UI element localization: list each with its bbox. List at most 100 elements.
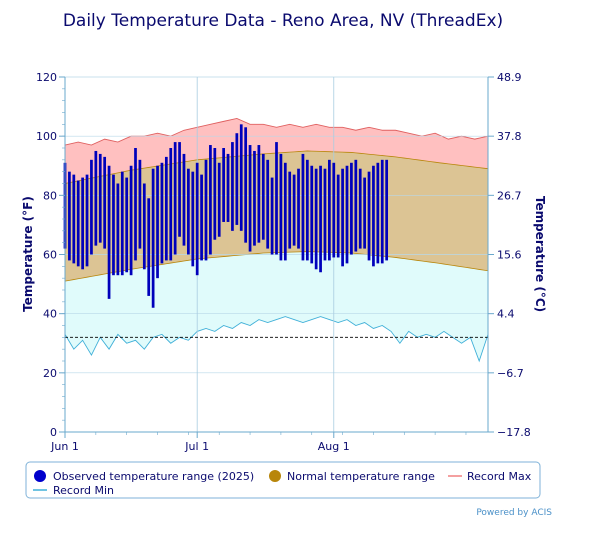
observed-bar-day-48 xyxy=(270,177,274,255)
y-tick-label-left: 20 xyxy=(43,367,57,380)
observed-bar-day-52 xyxy=(288,171,292,249)
observed-bar-day-2 xyxy=(68,171,71,261)
x-tick-label: Jun 1 xyxy=(50,440,79,453)
y-tick-label-right: 26.7 xyxy=(497,189,522,202)
observed-bar-day-42 xyxy=(244,127,248,243)
observed-bar-day-3 xyxy=(72,174,76,264)
observed-bar-day-20 xyxy=(147,198,151,296)
observed-bar-day-12 xyxy=(112,174,115,276)
observed-bar-day-27 xyxy=(178,142,181,237)
observed-bar-day-70 xyxy=(367,171,371,261)
observed-bar-day-37 xyxy=(222,148,225,222)
y-tick-label-right: 4.4 xyxy=(497,308,515,321)
observed-bar-day-54 xyxy=(297,168,300,249)
observed-bar-day-39 xyxy=(231,142,234,231)
observed-bar-day-38 xyxy=(226,153,230,222)
x-tick-label: Aug 1 xyxy=(318,440,350,453)
observed-bar-day-69 xyxy=(363,177,366,249)
y-tick-label-right: −6.7 xyxy=(497,367,524,380)
observed-bar-day-31 xyxy=(195,162,199,276)
legend-observed-marker xyxy=(34,470,46,482)
y-tick-label-right: 15.6 xyxy=(497,249,522,262)
observed-bar-day-15 xyxy=(125,177,129,273)
observed-bars-layer xyxy=(63,124,389,308)
observed-bar-day-28 xyxy=(182,153,186,246)
observed-bar-day-21 xyxy=(151,168,155,308)
observed-bar-day-61 xyxy=(328,159,331,261)
observed-bar-day-8 xyxy=(94,150,98,246)
observed-bar-day-46 xyxy=(261,153,265,240)
legend: Observed temperature range (2025) Normal… xyxy=(25,461,541,499)
observed-bar-day-34 xyxy=(209,145,212,255)
legend-normal-marker xyxy=(269,470,281,482)
observed-bar-day-60 xyxy=(323,168,327,261)
legend-box xyxy=(25,461,541,499)
observed-bar-day-59 xyxy=(319,165,322,273)
legend-normal-label: Normal temperature range xyxy=(287,470,435,483)
observed-bar-day-71 xyxy=(372,165,375,267)
observed-bar-day-30 xyxy=(191,171,195,267)
observed-bar-day-49 xyxy=(275,142,278,255)
legend-record-max-label: Record Max xyxy=(467,470,532,483)
observed-bar-day-51 xyxy=(283,162,287,261)
observed-bar-day-14 xyxy=(120,171,124,276)
legend-record-min-label: Record Min xyxy=(53,484,114,497)
observed-bar-day-65 xyxy=(345,165,349,264)
axes-layer: 0 20 40 60 80 100 120 −17.8 −6.7 4.4 15.6 26.7 37.8 4… xyxy=(36,71,531,453)
y-axis-label-left: Temperature (°F) xyxy=(21,196,35,312)
observed-bar-day-9 xyxy=(98,153,102,243)
observed-bar-day-41 xyxy=(239,124,243,231)
observed-bar-day-13 xyxy=(116,183,120,276)
y-tick-label-left: 120 xyxy=(36,71,57,84)
observed-bar-day-64 xyxy=(341,168,344,267)
observed-bar-day-5 xyxy=(81,177,84,270)
observed-bar-day-4 xyxy=(76,180,80,267)
observed-bar-day-63 xyxy=(336,174,340,258)
y-axis-label-right: Temperature (°C) xyxy=(533,196,547,312)
observed-bar-day-44 xyxy=(253,150,256,246)
observed-bar-day-62 xyxy=(332,162,336,258)
observed-bar-day-23 xyxy=(160,162,164,264)
legend-observed-label: Observed temperature range (2025) xyxy=(53,470,254,483)
observed-bar-day-67 xyxy=(354,159,358,252)
observed-bar-day-18 xyxy=(138,159,142,249)
observed-bar-day-56 xyxy=(305,159,309,261)
observed-bar-day-16 xyxy=(129,165,133,276)
observed-bar-day-35 xyxy=(213,148,217,240)
observed-bar-day-25 xyxy=(169,148,173,261)
observed-bar-day-10 xyxy=(103,156,107,249)
observed-bar-day-57 xyxy=(310,165,314,264)
chart-title: Daily Temperature Data - Reno Area, NV (… xyxy=(63,11,503,31)
y-tick-label-right: −17.8 xyxy=(497,426,531,439)
observed-bar-day-36 xyxy=(217,162,221,237)
observed-bar-day-53 xyxy=(292,174,296,246)
observed-bar-day-6 xyxy=(85,174,89,267)
observed-bar-day-66 xyxy=(350,162,353,255)
observed-bar-day-11 xyxy=(107,165,111,299)
observed-bar-day-68 xyxy=(358,168,362,249)
observed-bar-day-50 xyxy=(279,153,283,261)
observed-bar-day-58 xyxy=(314,168,318,270)
observed-bar-day-73 xyxy=(380,159,384,264)
observed-bar-day-40 xyxy=(235,133,239,225)
observed-bar-day-43 xyxy=(248,145,252,252)
observed-bar-day-29 xyxy=(187,168,190,255)
observed-bar-day-45 xyxy=(257,145,261,243)
credit-link[interactable]: Powered by ACIS xyxy=(476,508,552,518)
y-tick-label-left: 60 xyxy=(43,249,57,262)
observed-bar-day-47 xyxy=(266,159,270,249)
y-tick-label-left: 0 xyxy=(50,426,57,439)
observed-bar-day-74 xyxy=(385,159,389,261)
observed-bar-day-32 xyxy=(200,174,203,261)
observed-bar-day-17 xyxy=(134,148,137,261)
observed-bar-day-24 xyxy=(164,156,168,261)
observed-bar-day-33 xyxy=(204,159,208,261)
y-tick-label-left: 80 xyxy=(43,189,57,202)
y-tick-label-left: 100 xyxy=(36,130,57,143)
observed-bar-day-22 xyxy=(156,165,159,279)
observed-bar-day-72 xyxy=(376,162,380,264)
y-tick-label-right: 37.8 xyxy=(497,130,522,143)
observed-bar-day-55 xyxy=(301,153,305,261)
x-tick-label: Jul 1 xyxy=(184,440,209,453)
